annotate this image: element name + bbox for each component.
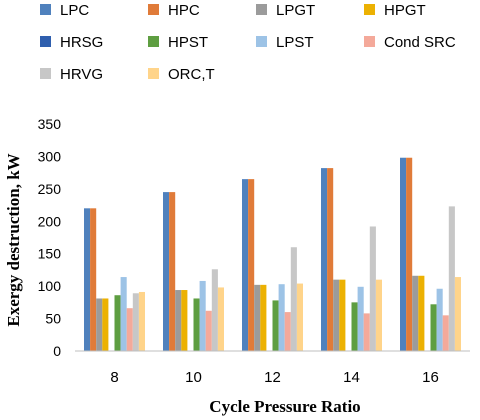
- y-tick-label: 150: [38, 246, 62, 262]
- bar-cond-src-14: [363, 313, 370, 351]
- bar-hpc-12: [248, 179, 255, 351]
- legend-label: ORC,T: [168, 66, 215, 83]
- legend-swatch: [148, 68, 159, 79]
- bar-lpc-10: [163, 192, 170, 351]
- bar-orc-t-10: [217, 287, 224, 351]
- legend-label: HRVG: [60, 66, 103, 83]
- y-tick-label: 300: [38, 148, 62, 164]
- bar-hpgt-10: [181, 290, 188, 351]
- y-tick-label: 250: [38, 181, 62, 197]
- legend-label: Cond SRC: [384, 34, 456, 51]
- y-tick-label: 50: [45, 311, 61, 327]
- bar-hpc-10: [169, 192, 176, 351]
- legend-label: HPC: [168, 2, 200, 19]
- x-tick-label: 14: [343, 369, 360, 386]
- bar-hrvg-12: [290, 247, 297, 351]
- x-tick-label: 10: [185, 369, 202, 386]
- bar-cond-src-8: [126, 308, 133, 351]
- bar-hrvg-10: [211, 269, 218, 351]
- bar-hrvg-8: [132, 293, 139, 351]
- bar-hpgt-14: [339, 279, 346, 351]
- bar-hpgt-12: [260, 284, 267, 351]
- legend-label: HPGT: [384, 2, 426, 19]
- bar-orc-t-8: [138, 291, 145, 351]
- legend-label: HRSG: [60, 34, 103, 51]
- x-tick-label: 16: [422, 369, 439, 386]
- legend-swatch: [256, 36, 267, 47]
- legend-swatch: [148, 36, 159, 47]
- y-tick-label: 200: [38, 213, 62, 229]
- legend-label: HPST: [168, 34, 208, 51]
- legend-swatch: [40, 68, 51, 79]
- legend-swatch: [364, 4, 375, 15]
- bar-orc-t-14: [375, 279, 382, 351]
- bar-lpc-12: [242, 179, 249, 351]
- bar-hpc-14: [327, 168, 334, 351]
- bars: [84, 157, 461, 351]
- bar-hpst-10: [193, 298, 200, 351]
- bar-lpgt-12: [254, 284, 261, 351]
- legend-swatch: [256, 4, 267, 15]
- y-axis-label: Exergy destruction, kW: [4, 153, 23, 326]
- y-tick-label: 0: [53, 343, 61, 359]
- bar-hpst-16: [430, 304, 437, 351]
- x-axis-ticks: 8 10 12 14 16: [110, 369, 439, 386]
- legend-swatch: [148, 4, 159, 15]
- bar-cond-src-12: [284, 312, 291, 351]
- x-tick-label: 12: [264, 369, 281, 386]
- y-axis-ticks: 0 50 100 150 200 250 300 350: [38, 116, 62, 359]
- bar-hpst-8: [114, 295, 121, 351]
- legend-label: LPGT: [276, 2, 315, 19]
- legend-swatch: [364, 36, 375, 47]
- bar-lpgt-10: [175, 290, 182, 351]
- y-tick-label: 100: [38, 278, 62, 294]
- bar-lpc-14: [321, 168, 328, 351]
- x-axis-label: Cycle Pressure Ratio: [209, 397, 360, 416]
- bar-lpgt-8: [96, 298, 103, 351]
- bar-orc-t-12: [296, 283, 303, 351]
- bar-lpst-12: [278, 284, 285, 351]
- legend: LPC HPC LPGT HPGT HRSG HPST LPST Cond SRC HRVG OR…: [40, 2, 456, 83]
- bar-lpgt-16: [412, 275, 419, 351]
- bar-cond-src-10: [205, 310, 212, 351]
- bar-hpgt-8: [102, 298, 109, 351]
- legend-label: LPST: [276, 34, 314, 51]
- bar-hrvg-16: [448, 206, 455, 351]
- bar-hpst-12: [272, 300, 279, 351]
- bar-lpst-14: [357, 286, 364, 351]
- x-tick-label: 8: [110, 369, 118, 386]
- legend-label: LPC: [60, 2, 89, 19]
- legend-swatch: [40, 4, 51, 15]
- bar-hpst-14: [351, 302, 358, 351]
- bar-lpc-16: [400, 157, 407, 351]
- bar-lpc-8: [84, 208, 91, 351]
- legend-swatch: [40, 36, 51, 47]
- y-tick-label: 350: [38, 116, 62, 132]
- bar-lpst-16: [436, 288, 443, 351]
- bar-hrvg-14: [369, 226, 376, 351]
- bar-lpgt-14: [333, 279, 340, 351]
- bar-lpst-8: [120, 277, 127, 351]
- bar-hpc-8: [90, 208, 97, 351]
- bar-hpgt-16: [418, 275, 425, 351]
- bar-cond-src-16: [442, 315, 449, 351]
- bar-orc-t-16: [454, 277, 461, 351]
- bar-lpst-10: [199, 280, 206, 351]
- bar-hpc-16: [406, 157, 413, 351]
